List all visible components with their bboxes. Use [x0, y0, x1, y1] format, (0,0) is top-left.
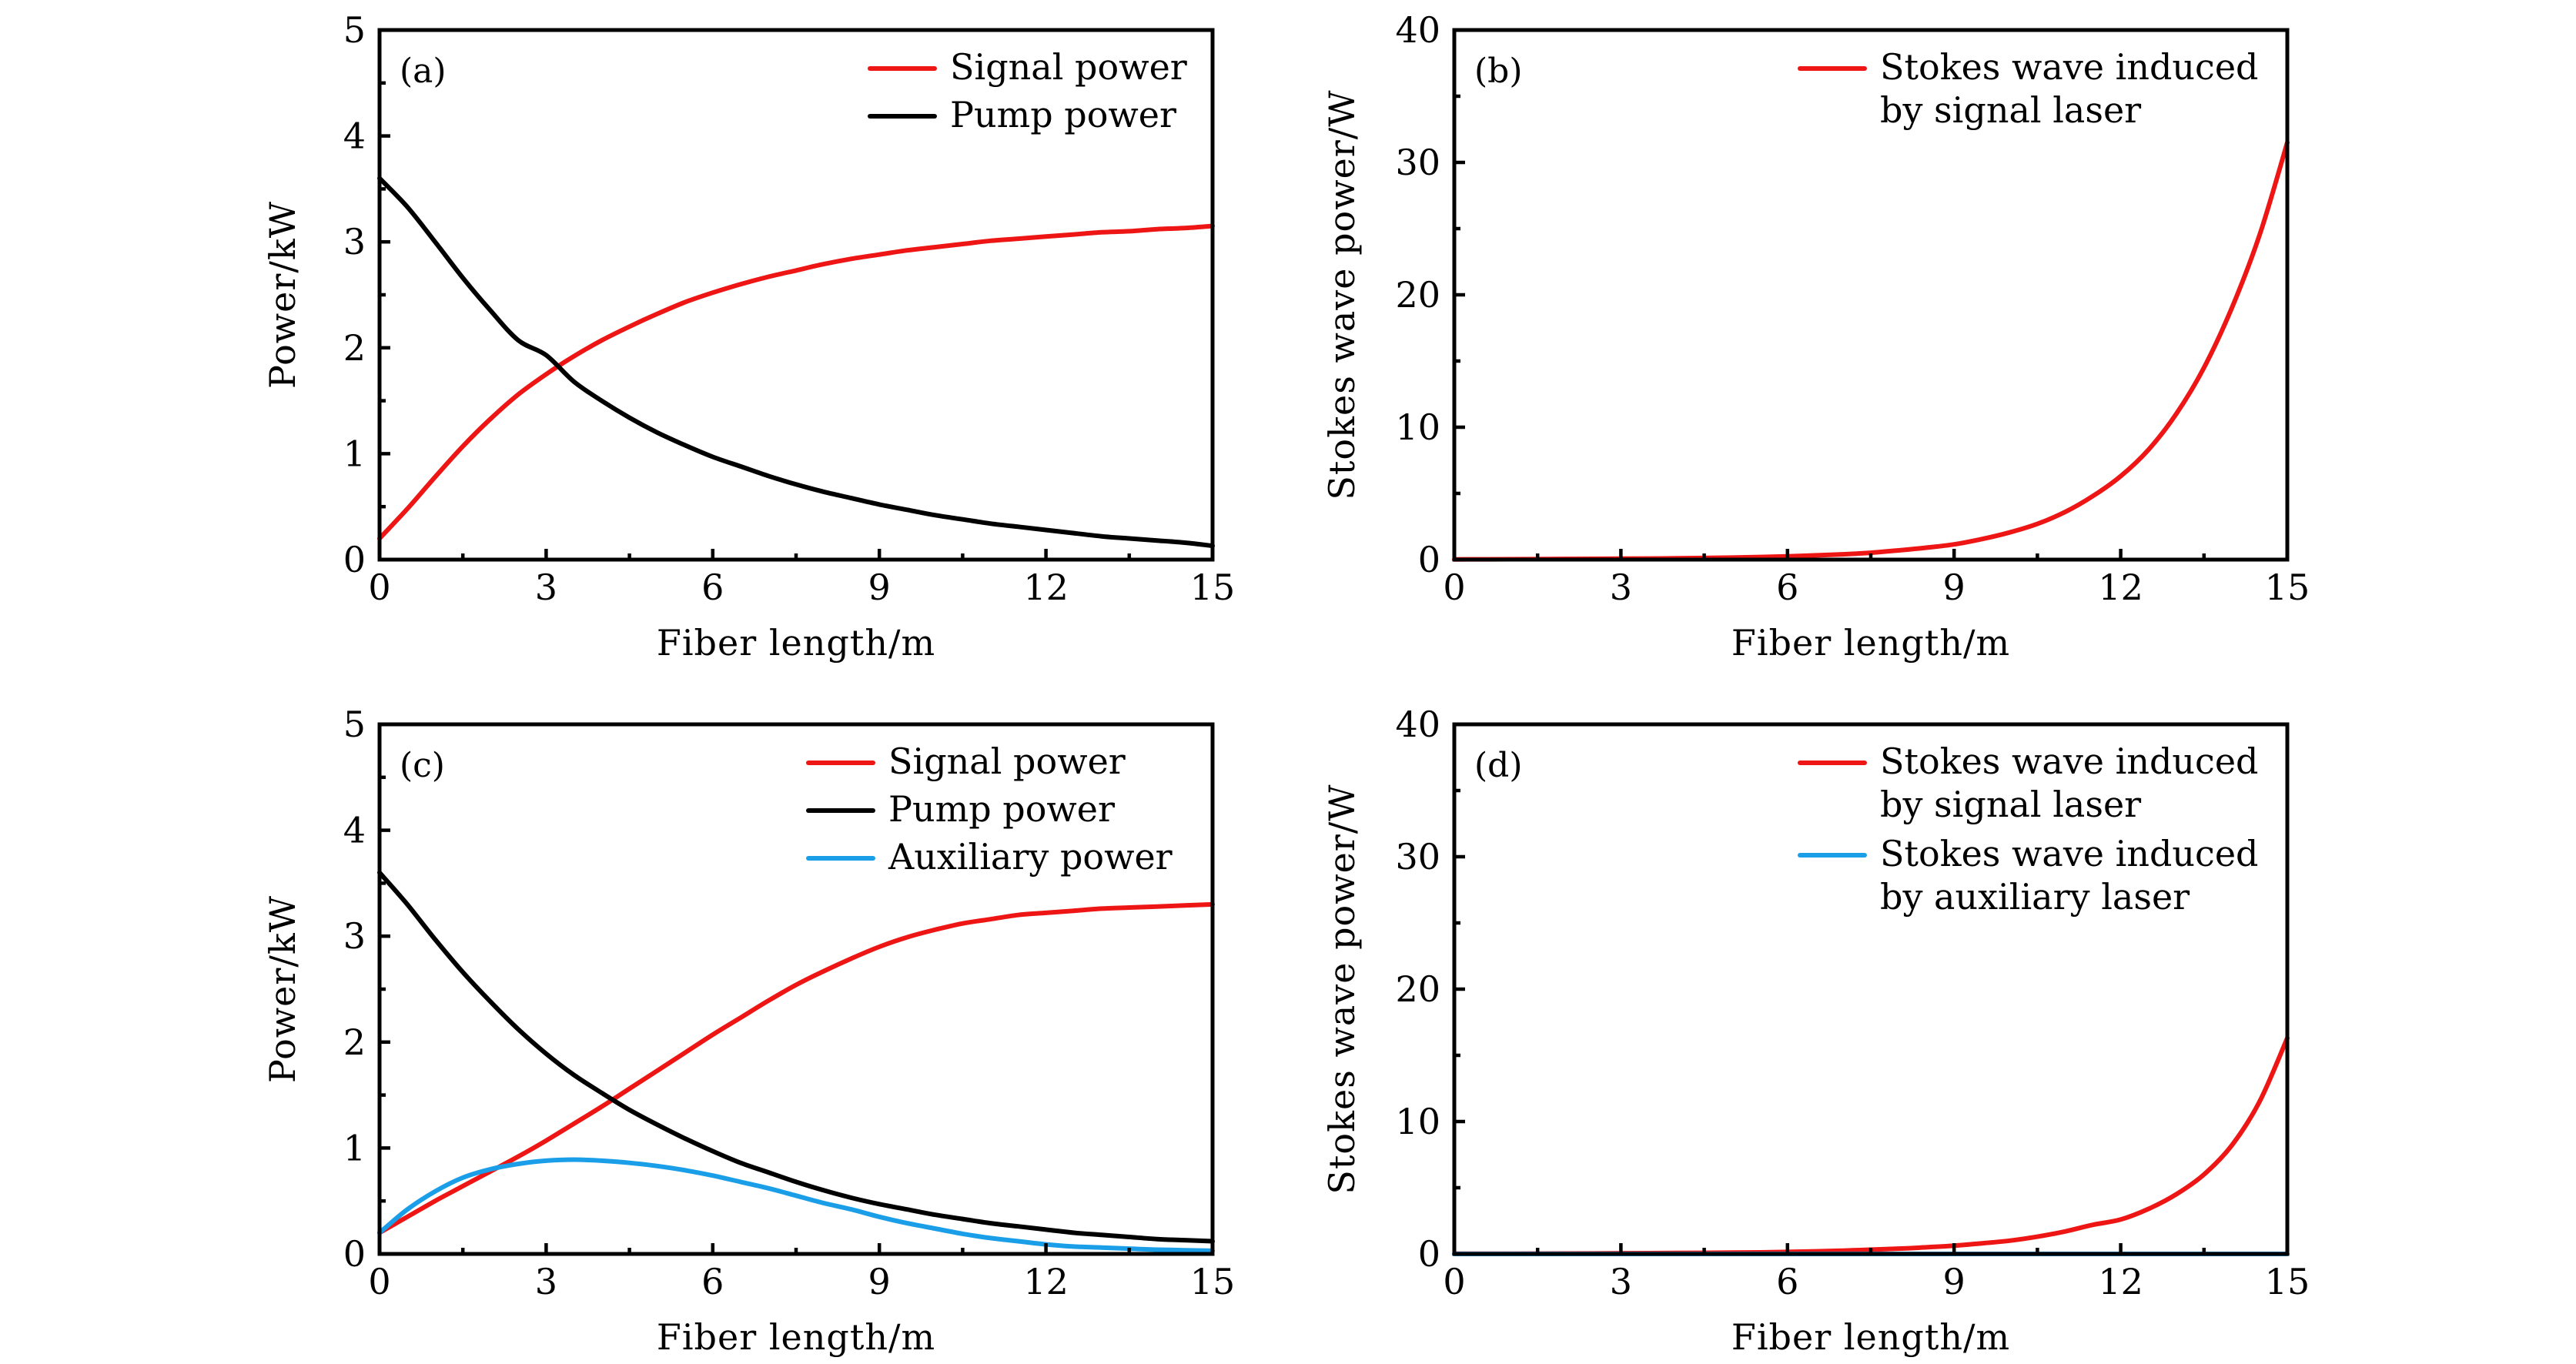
y-tick-label: 40	[1395, 704, 1440, 745]
legend-label: by signal laser	[1880, 784, 2141, 825]
series-line-pump	[377, 870, 1215, 1244]
y-tick-label: 4	[343, 115, 366, 157]
legend: Signal power Pump power Auxiliary power	[806, 741, 1173, 878]
panel-label: (b)	[1474, 52, 1523, 91]
y-tick-label: 0	[343, 539, 366, 580]
y-tick-label: 40	[1395, 9, 1440, 51]
legend-label: Pump power	[950, 94, 1176, 135]
legend: Signal power Pump power	[868, 46, 1187, 135]
x-tick-label: 12	[1023, 567, 1069, 608]
panel-label: (c)	[400, 746, 445, 785]
y-axis-label: Stokes wave power/W	[1321, 89, 1363, 500]
x-tick-label: 15	[2265, 567, 2310, 608]
plot-frame	[1452, 28, 2290, 562]
legend-label: Auxiliary power	[888, 836, 1173, 878]
y-tick-label: 30	[1395, 836, 1440, 878]
y-tick-label: 5	[343, 9, 366, 51]
x-tick-label: 15	[1190, 1261, 1236, 1302]
x-tick-label: 9	[868, 567, 891, 608]
x-axis-label: Fiber length/m	[657, 1316, 935, 1358]
y-tick-label: 3	[343, 915, 366, 957]
x-axis-label: Fiber length/m	[657, 622, 935, 664]
panel-label: (a)	[400, 52, 447, 91]
x-axis-label: Fiber length/m	[1731, 622, 2010, 664]
x-tick-label: 12	[2098, 567, 2143, 608]
y-tick-label: 3	[343, 221, 366, 262]
x-tick-label: 0	[368, 1261, 390, 1302]
y-tick-label: 20	[1395, 968, 1440, 1010]
series-line-signal	[1452, 1035, 2290, 1256]
x-tick-label: 3	[1610, 1261, 1632, 1302]
legend-label: Signal power	[888, 741, 1126, 782]
x-tick-label: 0	[1443, 567, 1465, 608]
x-tick-label: 9	[1943, 567, 1965, 608]
panel-label: (d)	[1474, 746, 1523, 785]
y-tick-label: 0	[343, 1233, 366, 1275]
y-tick-label: 2	[343, 1021, 366, 1063]
y-tick-label: 4	[343, 810, 366, 851]
legend-label: Stokes wave induced	[1880, 833, 2259, 874]
legend-label: Stokes wave induced	[1880, 741, 2259, 782]
x-tick-label: 12	[2098, 1261, 2143, 1302]
x-tick-label: 15	[2265, 1261, 2310, 1302]
x-tick-label: 0	[368, 567, 390, 608]
panel-b: 0 3 6 9 12 15 0 10 20 30 40 Fiber length/m Stokes wa…	[1321, 9, 2310, 664]
y-tick-label: 1	[343, 1127, 366, 1168]
y-tick-label: 1	[343, 433, 366, 474]
legend-label: by signal laser	[1880, 89, 2141, 131]
y-axis-label: Power/kW	[262, 895, 303, 1083]
panel-d: 0 3 6 9 12 15 0 10 20 30 40 Fiber length/m Stokes wa…	[1321, 704, 2310, 1358]
legend-label: Pump power	[888, 788, 1115, 830]
series-line-signal	[1452, 140, 2290, 562]
y-tick-label: 10	[1395, 406, 1440, 448]
x-tick-label: 6	[1776, 1261, 1798, 1302]
legend-label: by auxiliary laser	[1880, 876, 2190, 918]
series-line-auxiliary	[377, 1157, 1215, 1253]
y-tick-label: 10	[1395, 1101, 1440, 1142]
y-axis-label: Stokes wave power/W	[1321, 784, 1363, 1194]
x-tick-label: 6	[701, 1261, 724, 1302]
legend-label: Stokes wave induced	[1880, 46, 2259, 88]
x-axis-label: Fiber length/m	[1731, 1316, 2010, 1358]
x-tick-label: 3	[535, 567, 557, 608]
y-tick-label: 2	[343, 327, 366, 369]
plot-frame	[1452, 722, 2290, 1256]
x-tick-label: 0	[1443, 1261, 1465, 1302]
x-tick-label: 3	[535, 1261, 557, 1302]
y-tick-label: 5	[343, 704, 366, 745]
x-tick-label: 12	[1023, 1261, 1069, 1302]
series-line-pump	[377, 176, 1215, 549]
x-tick-label: 9	[1943, 1261, 1965, 1302]
x-tick-label: 9	[868, 1261, 891, 1302]
series-line-signal	[377, 901, 1215, 1235]
x-tick-label: 3	[1610, 567, 1632, 608]
y-tick-label: 0	[1418, 1233, 1440, 1275]
y-tick-label: 30	[1395, 142, 1440, 183]
y-axis-label: Power/kW	[262, 201, 303, 389]
x-tick-label: 6	[701, 567, 724, 608]
x-tick-label: 6	[1776, 567, 1798, 608]
y-tick-label: 0	[1418, 539, 1440, 580]
series-line-signal	[377, 223, 1215, 541]
legend-label: Signal power	[950, 46, 1187, 88]
x-tick-label: 15	[1190, 567, 1236, 608]
y-tick-label: 20	[1395, 274, 1440, 316]
